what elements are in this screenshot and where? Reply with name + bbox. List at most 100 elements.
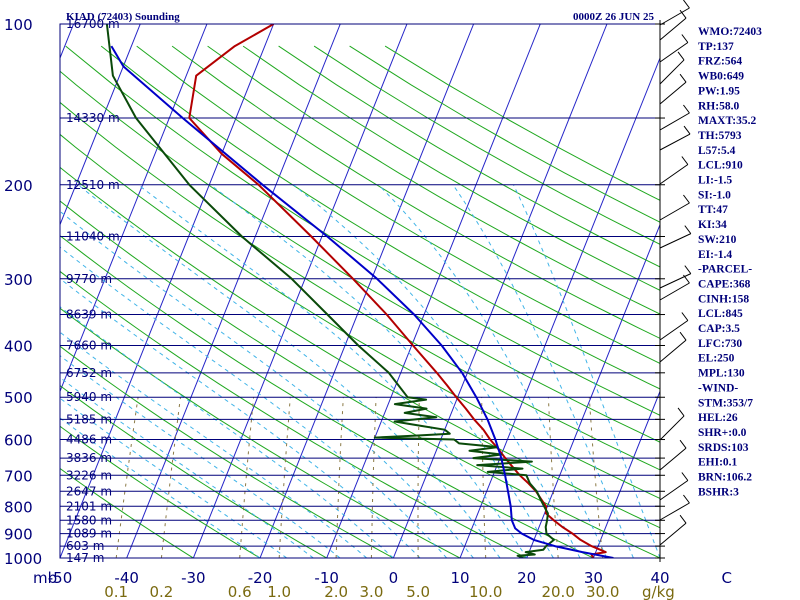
height-label: 5185 m bbox=[66, 412, 112, 426]
index-value: EL:250 bbox=[698, 353, 735, 365]
moist-adiabat-line bbox=[60, 376, 314, 558]
isotherm-line bbox=[392, 24, 608, 558]
moist-adiabat-line bbox=[60, 306, 394, 558]
dry-adiabat-line bbox=[60, 200, 660, 558]
wind-barb bbox=[659, 339, 687, 363]
moist-adiabat-line bbox=[60, 331, 368, 558]
index-value: MPL:130 bbox=[698, 368, 745, 380]
index-value: HEL:26 bbox=[698, 412, 738, 424]
moist-adiabat-line bbox=[60, 417, 261, 558]
mixing-ratio-tick-label: 30.0 bbox=[586, 583, 619, 600]
dry-adiabat-line bbox=[60, 270, 528, 558]
index-value: -WIND- bbox=[698, 382, 738, 394]
dry-adiabat-line bbox=[60, 345, 395, 558]
wind-barb-flag bbox=[681, 34, 689, 43]
index-value: TH:5793 bbox=[698, 130, 742, 142]
wind-barb-flag bbox=[683, 125, 691, 135]
wind-barb bbox=[659, 282, 690, 301]
wind-barb bbox=[659, 273, 692, 289]
wind-barb-flag bbox=[684, 225, 692, 234]
temperature-tick-label: 40 bbox=[650, 569, 669, 587]
index-value: WB0:649 bbox=[698, 71, 744, 83]
wind-barb bbox=[659, 17, 687, 41]
dry-adiabat-line bbox=[60, 235, 595, 558]
isotherm-line bbox=[259, 24, 475, 558]
index-value: CAPE:368 bbox=[698, 278, 751, 290]
pressure-tick-label: 600 bbox=[4, 432, 33, 450]
index-value: BSHR:3 bbox=[698, 486, 739, 498]
wind-barb-flag bbox=[679, 439, 687, 449]
wind-barb bbox=[659, 202, 690, 221]
dry-adiabat-line bbox=[278, 45, 660, 268]
valid-time: 0000Z 26 JUN 25 bbox=[573, 11, 654, 23]
temperature-tick-label: 10 bbox=[450, 569, 469, 587]
wind-barb bbox=[659, 164, 689, 185]
height-label: 5940 m bbox=[66, 390, 112, 404]
dry-adiabat-line bbox=[136, 45, 660, 364]
isotherm-line bbox=[60, 24, 208, 393]
temperature-tick-label: 0 bbox=[389, 569, 399, 587]
wind-barb bbox=[659, 502, 690, 521]
index-value: EHI:0.1 bbox=[698, 457, 738, 469]
parcel-trace bbox=[110, 45, 614, 558]
wind-barb-flag bbox=[679, 9, 687, 19]
pressure-tick-label: 200 bbox=[4, 177, 33, 195]
index-value: SHR+:0.0 bbox=[698, 427, 747, 439]
index-value: FRZ:564 bbox=[698, 56, 742, 68]
wind-barb bbox=[659, 7, 690, 26]
wind-barb bbox=[659, 59, 685, 85]
index-value: TP:137 bbox=[698, 41, 734, 53]
dry-adiabat-line bbox=[100, 45, 660, 390]
pressure-tick-label: 1000 bbox=[4, 550, 42, 568]
dry-adiabat-line bbox=[171, 45, 660, 339]
wind-barb bbox=[659, 133, 691, 151]
temperature-tick-label: -40 bbox=[114, 569, 139, 587]
isotherm-line bbox=[60, 24, 141, 226]
dry-adiabat-line bbox=[60, 307, 462, 558]
plot-border bbox=[59, 23, 661, 559]
pressure-unit-label: mb bbox=[33, 569, 57, 587]
height-label: 603 m bbox=[66, 539, 104, 553]
wind-barb-flag bbox=[679, 73, 687, 83]
pressure-tick-label: 900 bbox=[4, 526, 33, 544]
wind-barb-flag bbox=[681, 156, 689, 165]
index-value: WMO:72403 bbox=[698, 26, 762, 38]
height-label: 16700 m bbox=[66, 17, 120, 31]
moist-adiabat-line bbox=[60, 397, 287, 558]
pressure-tick-label: 800 bbox=[4, 498, 33, 516]
isotherm-line bbox=[60, 24, 275, 558]
isotherm-line bbox=[459, 56, 660, 558]
dry-adiabat-line bbox=[60, 133, 660, 499]
height-label: 7660 m bbox=[66, 339, 112, 353]
dry-adiabat-line bbox=[60, 70, 660, 443]
index-value: SW:210 bbox=[698, 234, 737, 246]
wind-barb-flag bbox=[683, 274, 690, 284]
mixing-ratio-tick-label: 0.2 bbox=[149, 583, 173, 600]
station-title: KIAD (72403) Sounding bbox=[66, 11, 180, 23]
index-value: STM:353/7 bbox=[698, 397, 753, 409]
temperature-trace bbox=[188, 24, 607, 558]
wind-barb-flag bbox=[683, 194, 690, 204]
index-value: SI:-1.0 bbox=[698, 189, 731, 201]
dry-adiabat-line bbox=[60, 385, 328, 558]
wind-barbs bbox=[659, 0, 692, 546]
temperature-tick-label: -50 bbox=[48, 569, 73, 587]
wind-barb bbox=[659, 42, 689, 63]
index-value: SRDS:103 bbox=[698, 442, 749, 454]
wind-barb-flag bbox=[677, 407, 685, 417]
wind-barb-flag bbox=[683, 494, 690, 504]
dry-adiabat-line bbox=[242, 45, 660, 291]
mixing-ratio-tick-label: 0.1 bbox=[104, 583, 128, 600]
wind-barb-flag bbox=[683, 104, 690, 114]
dry-adiabat-lines bbox=[60, 45, 660, 558]
height-label: 3836 m bbox=[66, 451, 112, 465]
mixing-ratio-tick-label: 2.0 bbox=[324, 583, 348, 600]
dry-adiabat-line bbox=[60, 425, 261, 558]
wind-barb bbox=[659, 233, 692, 249]
temperature-tick-label: C bbox=[721, 569, 731, 587]
height-label: 4486 m bbox=[66, 433, 112, 447]
index-value: LCL:845 bbox=[698, 308, 743, 320]
index-value: PW:1.95 bbox=[698, 85, 740, 97]
index-value: RH:58.0 bbox=[698, 100, 739, 112]
pressure-tick-label: 300 bbox=[4, 271, 33, 289]
